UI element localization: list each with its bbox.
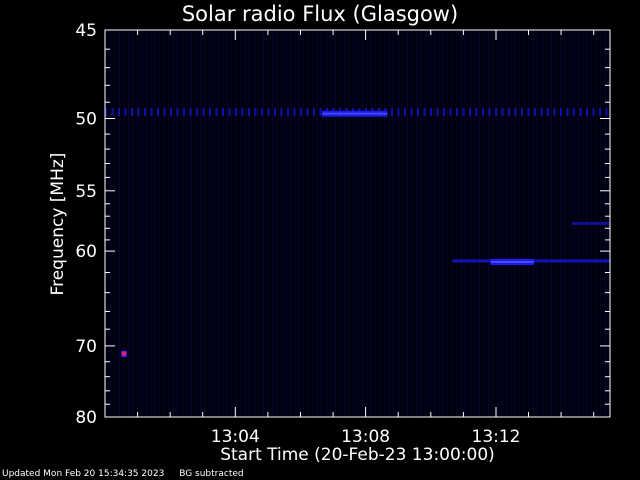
band-dash xyxy=(599,108,601,117)
band-dash xyxy=(287,108,289,117)
band-dash xyxy=(508,108,510,117)
band-segment xyxy=(571,222,610,225)
band-dash xyxy=(449,108,452,117)
band-dash xyxy=(228,108,231,117)
plot-frame xyxy=(104,29,611,418)
band-dash xyxy=(540,108,543,117)
x-tick-label: 13:08 xyxy=(341,427,390,447)
plot-background xyxy=(105,30,610,417)
spot-core xyxy=(122,351,126,355)
band-dash xyxy=(482,108,484,117)
y-tick-label: 50 xyxy=(75,110,97,130)
band-dash xyxy=(300,108,302,117)
band-dash xyxy=(586,108,588,117)
band-dash xyxy=(274,108,276,117)
band-dash xyxy=(202,108,205,117)
y-tick-label: 60 xyxy=(75,242,97,262)
band-dash xyxy=(248,108,250,117)
band-dash xyxy=(215,108,218,117)
band-dash xyxy=(527,108,530,117)
band-dash xyxy=(521,108,523,117)
band-dash xyxy=(534,108,536,117)
band-dash xyxy=(514,108,517,117)
band-core xyxy=(490,261,534,263)
band-dash xyxy=(293,108,296,117)
y-axis-ticks: 45 50 55 60 70 80 xyxy=(75,21,610,428)
band-dash xyxy=(592,108,595,117)
footer: Updated Mon Feb 20 15:34:35 2023 BG subt… xyxy=(2,469,256,479)
band-dash xyxy=(176,108,179,117)
band-dash xyxy=(111,108,114,117)
band-dash xyxy=(267,108,270,117)
plot-area xyxy=(105,30,610,417)
x-tick-label: 13:04 xyxy=(211,427,260,447)
band-dash xyxy=(423,108,426,117)
band-dash xyxy=(560,108,562,117)
band-dash xyxy=(105,108,107,117)
band-dash xyxy=(410,108,413,117)
band-dash xyxy=(488,108,491,117)
band-dash xyxy=(579,108,582,117)
band-dash xyxy=(319,108,322,117)
band-dash xyxy=(391,108,393,117)
feature-band-5 xyxy=(571,222,610,225)
x-axis-ticks: 13:04 13:08 13:12 xyxy=(104,30,595,447)
band-dash xyxy=(235,108,237,117)
band-dash xyxy=(196,108,198,117)
band-dash xyxy=(254,108,257,117)
band-dash xyxy=(475,108,478,117)
band-dash xyxy=(280,108,283,117)
band-dash xyxy=(131,108,133,117)
band-dash xyxy=(150,108,153,117)
band-core xyxy=(322,112,388,115)
feature-band-3 xyxy=(490,259,534,265)
y-tick-label: 55 xyxy=(75,182,97,202)
band-dash xyxy=(501,108,504,117)
band-dash xyxy=(209,108,211,117)
band-dash xyxy=(417,108,419,117)
x-tick-label: 13:12 xyxy=(472,427,521,447)
band-dash xyxy=(566,108,569,117)
feature-band-1 xyxy=(322,110,388,117)
chart-title: Solar radio Flux (Glasgow) xyxy=(181,2,459,26)
band-dash xyxy=(469,108,471,117)
data-marks xyxy=(105,108,611,357)
band-dash xyxy=(222,108,224,117)
band-dash xyxy=(404,108,406,117)
band-dash xyxy=(170,108,172,117)
band-dash xyxy=(189,108,192,117)
band-dash xyxy=(397,108,400,117)
band-dash xyxy=(495,108,497,117)
band-dash xyxy=(462,108,465,117)
band-dash xyxy=(430,108,432,117)
updated-timestamp: Updated Mon Feb 20 15:34:35 2023 xyxy=(2,469,165,479)
axes-frame xyxy=(104,29,611,418)
band-dash xyxy=(261,108,263,117)
band-dash xyxy=(144,108,146,117)
band-dash xyxy=(306,108,309,117)
band-dash xyxy=(573,108,575,117)
band-dash xyxy=(553,108,556,117)
band-dash xyxy=(313,108,315,117)
band-dash xyxy=(137,108,140,117)
y-axis-label: Frequency [MHz] xyxy=(48,152,68,296)
band-dash xyxy=(605,108,608,117)
feature-spot-4 xyxy=(121,350,127,357)
y-tick-label: 80 xyxy=(75,408,97,428)
band-dash xyxy=(456,108,458,117)
y-tick-label: 70 xyxy=(75,337,97,357)
band-dash xyxy=(183,108,185,117)
band-dash xyxy=(241,108,244,117)
background-note: BG subtracted xyxy=(179,469,244,479)
band-dash xyxy=(157,108,159,117)
band-dash xyxy=(436,108,439,117)
band-dash xyxy=(163,108,166,117)
band-dash xyxy=(124,108,127,117)
band-dash xyxy=(118,108,120,117)
band-dash xyxy=(547,108,549,117)
band-dash xyxy=(443,108,445,117)
x-axis-label: Start Time (20-Feb-23 13:00:00) xyxy=(220,445,495,465)
y-tick-label: 45 xyxy=(75,21,97,41)
